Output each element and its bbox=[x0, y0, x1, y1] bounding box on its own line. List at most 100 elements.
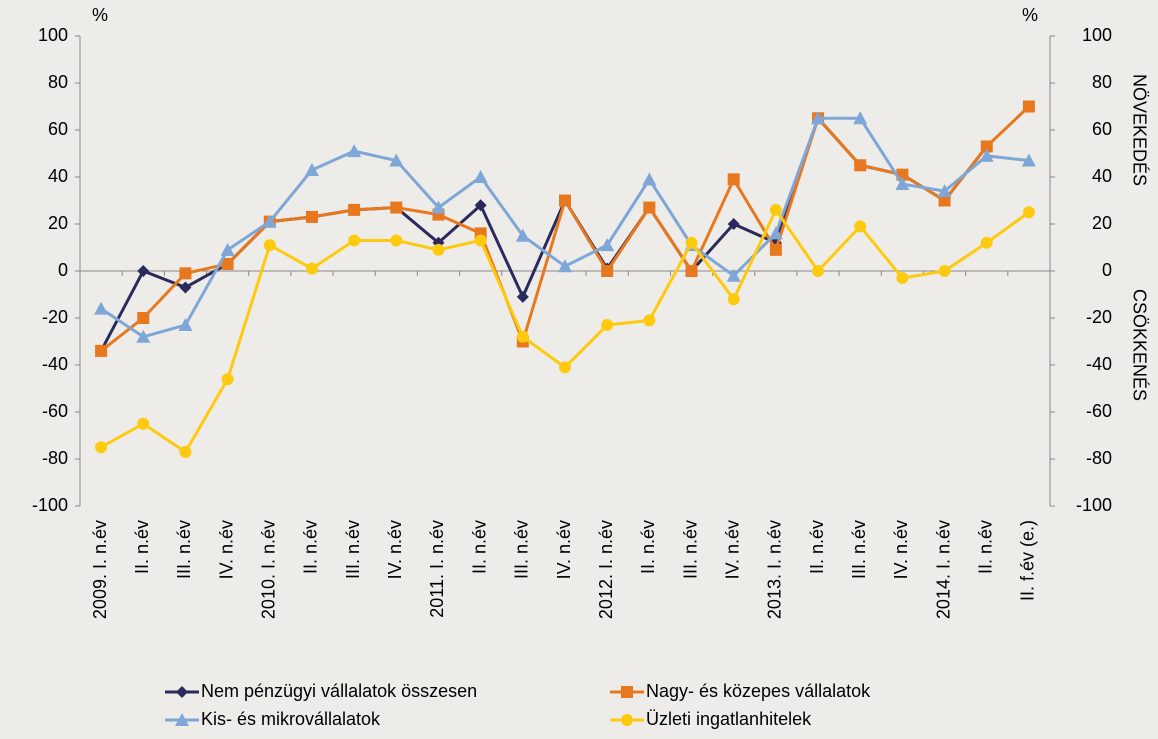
point bbox=[811, 111, 826, 125]
point bbox=[768, 226, 783, 240]
x-tick-label: 2011. I. n.év bbox=[427, 520, 447, 618]
point bbox=[726, 268, 741, 282]
point bbox=[601, 265, 614, 277]
y-tick-label: 60 bbox=[48, 119, 68, 139]
y2-tick-label: 80 bbox=[1092, 72, 1112, 92]
point bbox=[137, 312, 150, 324]
point bbox=[516, 290, 529, 303]
point bbox=[473, 170, 488, 183]
point bbox=[474, 234, 487, 247]
point bbox=[937, 184, 952, 198]
y-tick-label: 100 bbox=[38, 25, 68, 45]
y2-tick-label: -60 bbox=[1086, 401, 1112, 421]
point bbox=[1022, 206, 1035, 219]
x-tick-label: II. n.év bbox=[132, 520, 152, 574]
point bbox=[221, 373, 234, 386]
y-tick-label: 20 bbox=[48, 213, 68, 233]
point bbox=[979, 148, 994, 162]
point bbox=[938, 265, 951, 277]
point bbox=[854, 159, 867, 172]
legend-marker bbox=[175, 713, 189, 726]
point bbox=[980, 140, 993, 153]
point bbox=[685, 236, 698, 249]
point bbox=[643, 201, 656, 214]
x-tick-label: II. n.év bbox=[301, 520, 321, 574]
point bbox=[516, 330, 529, 343]
y2-tick-label: -20 bbox=[1086, 307, 1112, 327]
x-tick-label: IV. n.év bbox=[722, 520, 742, 579]
point bbox=[179, 267, 192, 280]
y2-tick-label: 20 bbox=[1092, 213, 1112, 233]
point bbox=[304, 162, 319, 176]
point bbox=[642, 172, 657, 186]
point bbox=[137, 417, 150, 430]
point bbox=[601, 319, 614, 332]
point bbox=[895, 177, 910, 191]
point bbox=[600, 238, 615, 252]
point bbox=[432, 243, 445, 256]
y-unit: % bbox=[92, 5, 108, 25]
y2-tick-label: 40 bbox=[1092, 166, 1112, 186]
legend-label: Üzleti ingatlanhitelek bbox=[646, 709, 812, 729]
point bbox=[896, 272, 909, 285]
point bbox=[347, 144, 362, 158]
y-tick-label: 0 bbox=[58, 260, 68, 280]
point bbox=[727, 218, 740, 230]
point bbox=[262, 214, 277, 228]
point bbox=[95, 441, 108, 454]
y-tick-label: 80 bbox=[48, 72, 68, 92]
point bbox=[685, 265, 698, 277]
y2-tick-label: -40 bbox=[1086, 354, 1112, 374]
x-tick-label: II. n.év bbox=[807, 520, 827, 574]
x-tick-label: III. n.év bbox=[849, 520, 869, 579]
point bbox=[515, 228, 530, 242]
point bbox=[390, 201, 403, 214]
point bbox=[305, 210, 318, 223]
legend-marker bbox=[176, 686, 188, 698]
y-tick-label: -60 bbox=[42, 401, 68, 421]
x-tick-label: 2013. I. n.év bbox=[765, 520, 785, 619]
point bbox=[559, 194, 571, 207]
x-tick-label: III. n.év bbox=[512, 520, 532, 579]
x-tick-label: II. n.év bbox=[975, 520, 995, 574]
point bbox=[178, 318, 193, 332]
point bbox=[136, 329, 151, 343]
point bbox=[769, 243, 782, 256]
point bbox=[348, 234, 361, 247]
point bbox=[727, 293, 740, 306]
point bbox=[853, 111, 868, 125]
x-tick-label: 2010. I. n.év bbox=[259, 520, 279, 619]
point bbox=[305, 262, 318, 275]
point bbox=[643, 314, 656, 327]
point bbox=[980, 236, 993, 249]
point bbox=[938, 194, 951, 207]
y-tick-label: 40 bbox=[48, 166, 68, 186]
point bbox=[95, 344, 108, 357]
legend-label: Kis- és mikrovállalatok bbox=[201, 709, 381, 729]
point bbox=[263, 239, 276, 252]
x-tick-label: IV. n.év bbox=[891, 520, 911, 579]
y2-annotation: CSÖKKENÉS bbox=[1129, 289, 1149, 401]
point bbox=[221, 257, 234, 270]
point bbox=[769, 203, 782, 216]
y2-annotation: NÖVEKEDÉS bbox=[1129, 74, 1149, 186]
point bbox=[348, 203, 361, 216]
point bbox=[1021, 153, 1036, 167]
point bbox=[854, 220, 867, 233]
x-tick-label: 2014. I. n.év bbox=[933, 520, 953, 619]
x-tick-label: IV. n.év bbox=[216, 520, 236, 579]
point bbox=[727, 173, 740, 186]
x-tick-label: III. n.év bbox=[174, 520, 194, 579]
legend-label: Nem pénzügyi vállalatok összesen bbox=[201, 681, 477, 701]
point bbox=[179, 445, 192, 458]
x-tick-label: III. n.év bbox=[343, 520, 363, 579]
point bbox=[220, 242, 235, 256]
point bbox=[389, 153, 404, 167]
y2-tick-label: -100 bbox=[1076, 495, 1112, 515]
y2-tick-label: 60 bbox=[1092, 119, 1112, 139]
point bbox=[812, 265, 825, 277]
y2-tick-label: -80 bbox=[1086, 448, 1112, 468]
x-tick-label: IV. n.év bbox=[385, 520, 405, 579]
